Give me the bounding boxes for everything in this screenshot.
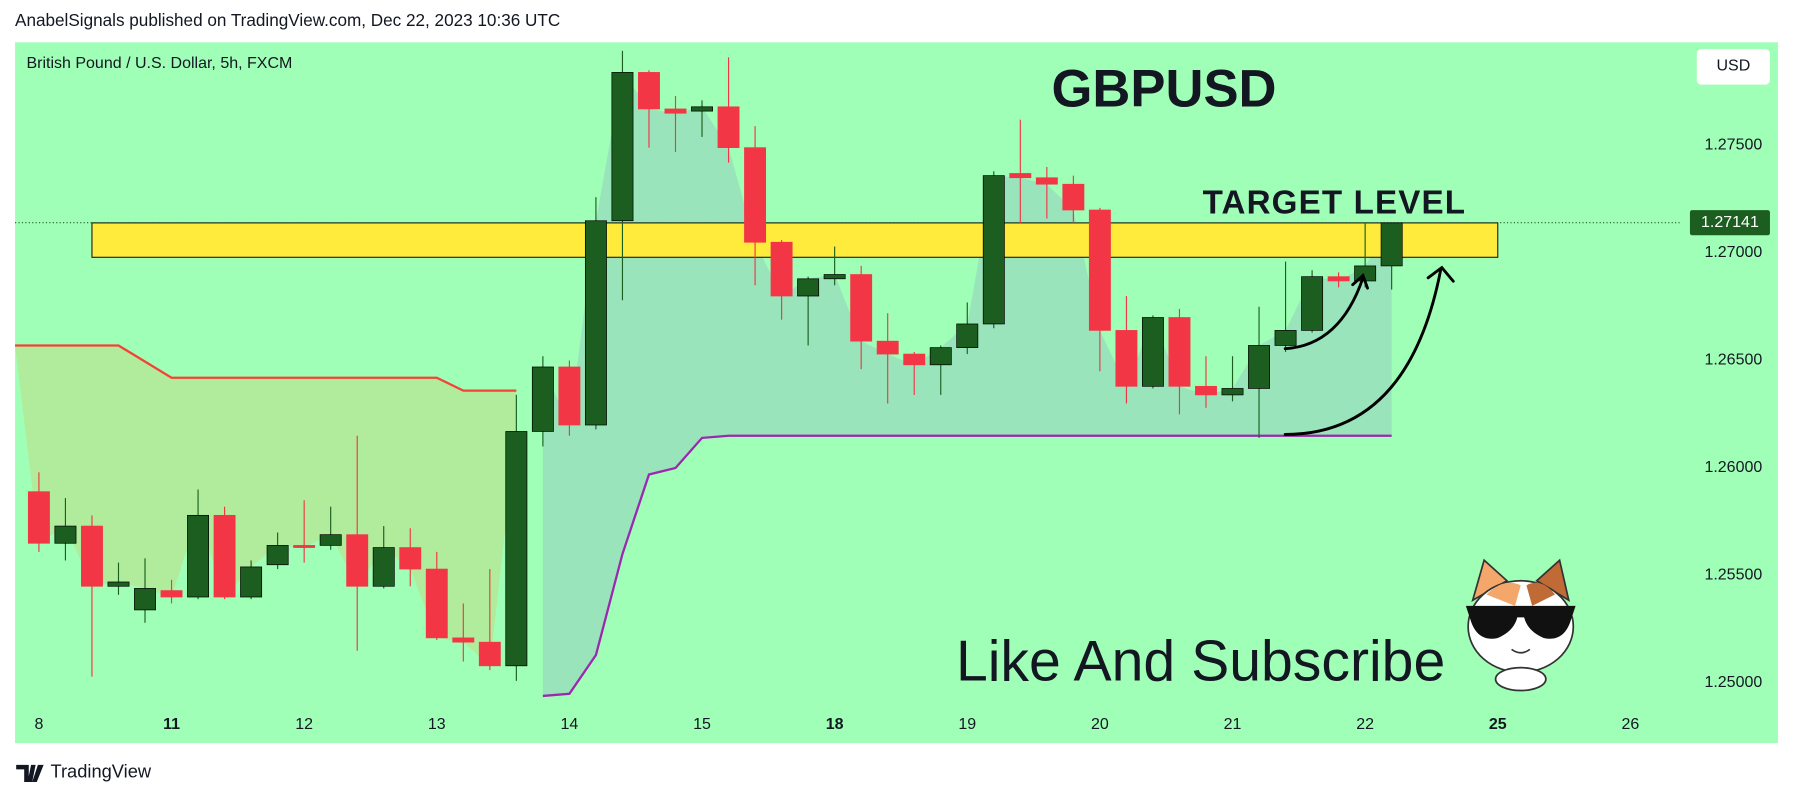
candle-body (1221, 388, 1244, 396)
candle-body (452, 637, 475, 643)
arrowhead (1351, 273, 1369, 290)
candle-body (982, 175, 1005, 325)
candle-body (850, 274, 873, 342)
candle-body (266, 545, 289, 566)
candle-body (1141, 317, 1164, 387)
plot-layer: 1.25000 1.25500 1.26000 1.26500 1.27000 1.275… (15, 50, 1770, 733)
x-tick-label: 15 (693, 716, 711, 733)
y-tick-label: 1.26000 (1704, 459, 1762, 476)
candle-body (27, 491, 50, 544)
candle-body (160, 590, 183, 598)
candle-body (903, 353, 926, 366)
x-tick-label: 22 (1356, 716, 1374, 733)
candle-body (770, 241, 793, 297)
candle-body (797, 278, 820, 297)
candle-body (54, 525, 77, 544)
annotation: TARGET LEVEL (1203, 184, 1467, 221)
candle-body (664, 108, 687, 114)
target-zone (91, 222, 1499, 258)
candle-body (876, 340, 899, 355)
x-tick-label: 26 (1621, 716, 1639, 733)
candle-body (691, 106, 713, 112)
candle-body (81, 525, 103, 587)
footer-brand: TradingView (50, 761, 151, 782)
last-price-label: 1.27141 (1701, 214, 1759, 231)
candle-body (1380, 222, 1403, 267)
candle-body (611, 72, 634, 222)
annotation: Like And Subscribe (956, 629, 1445, 693)
cloud-fill (542, 72, 1392, 696)
candle-body (293, 545, 316, 548)
x-tick-label: 25 (1489, 716, 1507, 733)
cat-icon (1465, 558, 1576, 692)
candle-body (399, 547, 422, 570)
candle-body (1168, 317, 1191, 387)
candle-body (558, 366, 581, 426)
candle-body (531, 366, 554, 432)
candle-body (744, 147, 767, 243)
arrow (1283, 268, 1443, 436)
candle-body (929, 347, 952, 366)
candle-body (372, 547, 395, 587)
x-tick-label: 20 (1091, 716, 1109, 733)
arrow (1283, 276, 1365, 351)
candle-body (1062, 183, 1085, 211)
candle-body (823, 274, 846, 280)
candle-body (1088, 209, 1111, 331)
candle-body (1115, 330, 1138, 387)
y-tick-label: 1.27500 (1704, 137, 1762, 154)
chart-title: GBPUSD (1052, 59, 1277, 118)
arrowhead (1426, 265, 1455, 283)
x-tick-label: 13 (428, 716, 446, 733)
candle-body (717, 106, 740, 148)
candle-body (1301, 276, 1324, 331)
candle-body (1195, 385, 1217, 396)
candle-body (187, 514, 210, 598)
candle-body (1035, 177, 1058, 185)
candle-body (956, 323, 979, 348)
indicator-line (542, 434, 1392, 698)
candle-body (505, 431, 528, 667)
header: AnabelSignals published on TradingView.c… (15, 10, 560, 30)
candle-body (478, 641, 501, 667)
candle-body (584, 220, 607, 426)
candle-body (319, 534, 342, 546)
y-tick-label: 1.27000 (1704, 244, 1762, 261)
candle-body (1248, 345, 1270, 389)
x-tick-label: 12 (295, 716, 313, 733)
candle-body (213, 514, 236, 598)
candle-body (638, 72, 660, 110)
arrows (1283, 265, 1455, 436)
candle-body (1009, 173, 1032, 179)
candle-body (107, 581, 130, 587)
candle-body (1274, 330, 1297, 346)
x-tick-label: 8 (34, 716, 43, 733)
x-tick-label: 14 (561, 716, 579, 733)
currency-button[interactable] (1696, 49, 1770, 85)
candle-body (1327, 276, 1350, 282)
y-tick-label: 1.25500 (1704, 567, 1762, 584)
y-tick-label: 1.26500 (1704, 352, 1762, 369)
candle-body (346, 534, 369, 587)
symbol-label: British Pound / U.S. Dollar, 5h, FXCM (26, 55, 292, 72)
indicator-line (15, 344, 517, 392)
x-tick-label: 19 (958, 716, 976, 733)
candle-body (425, 568, 448, 639)
candle-body (240, 566, 263, 598)
candle-body (134, 588, 156, 611)
x-tick-label: 11 (163, 716, 180, 733)
x-tick-label: 21 (1224, 716, 1242, 733)
cloud-fill (15, 345, 517, 666)
currency-label: USD (1716, 58, 1750, 75)
y-tick-label: 1.25000 (1704, 674, 1762, 691)
last-price-box (1689, 210, 1770, 236)
x-tick-label: 18 (826, 716, 844, 733)
footer-logo (16, 764, 44, 782)
